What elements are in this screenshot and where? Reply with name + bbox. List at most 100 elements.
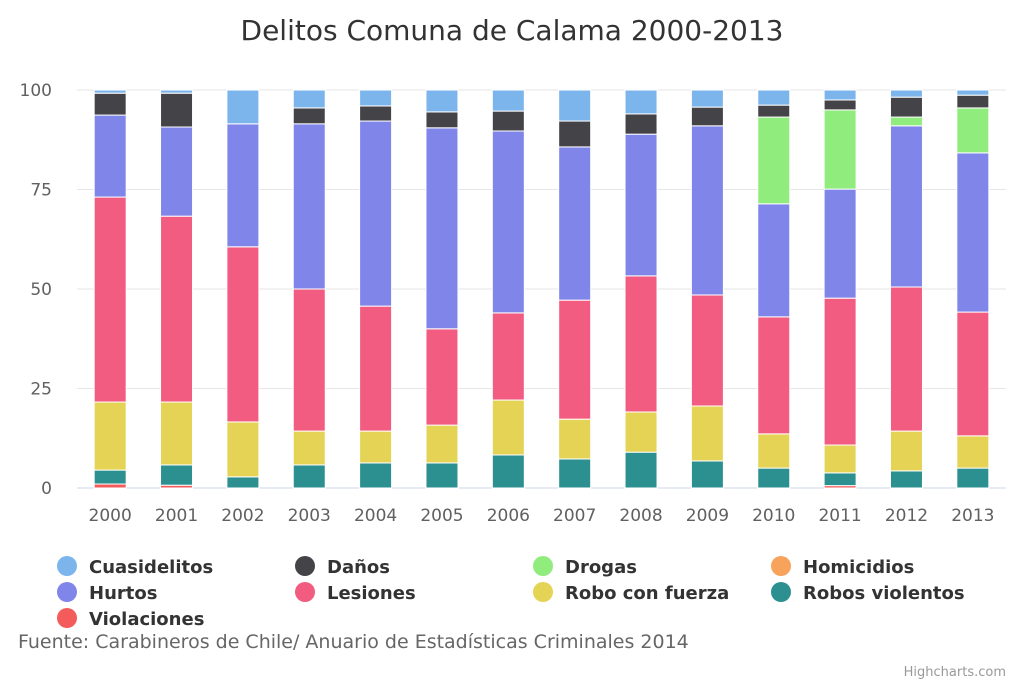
bar-segment-cuasidelitos[interactable] bbox=[491, 89, 525, 112]
bar-segment-lesiones[interactable] bbox=[823, 297, 857, 446]
bar-segment-lesiones[interactable] bbox=[425, 328, 459, 426]
bar-segment-lesiones[interactable] bbox=[757, 316, 791, 435]
bar-segment-lesiones[interactable] bbox=[292, 288, 326, 432]
bar-segment-robos-violentos[interactable] bbox=[359, 462, 393, 489]
bar-segment-hurtos[interactable] bbox=[425, 127, 459, 330]
bar-segment-cuasidelitos[interactable] bbox=[226, 89, 260, 125]
bar-segment-drogas[interactable] bbox=[823, 109, 857, 190]
legend-item[interactable]: Cuasidelitos bbox=[57, 556, 213, 578]
bar-segment-lesiones[interactable] bbox=[359, 305, 393, 432]
bar-segment-daños[interactable] bbox=[425, 111, 459, 129]
bar-segment-lesiones[interactable] bbox=[889, 286, 923, 432]
bar-segment-lesiones[interactable] bbox=[491, 312, 525, 401]
bar-segment-hurtos[interactable] bbox=[558, 146, 592, 301]
bar-segment-lesiones[interactable] bbox=[956, 311, 990, 437]
bar-segment-robo-con-fuerza[interactable] bbox=[757, 433, 791, 469]
bar-segment-robos-violentos[interactable] bbox=[889, 470, 923, 489]
bar-segment-robos-violentos[interactable] bbox=[491, 454, 525, 489]
bar-segment-robo-con-fuerza[interactable] bbox=[292, 430, 326, 466]
bar-segment-cuasidelitos[interactable] bbox=[160, 89, 194, 94]
bar-segment-robo-con-fuerza[interactable] bbox=[956, 435, 990, 469]
bar-segment-lesiones[interactable] bbox=[624, 275, 658, 413]
legend-item[interactable]: Daños bbox=[295, 556, 390, 578]
bar-segment-daños[interactable] bbox=[624, 113, 658, 135]
bar-segment-robos-violentos[interactable] bbox=[226, 476, 260, 489]
bar-segment-cuasidelitos[interactable] bbox=[889, 89, 923, 98]
bar-segment-daños[interactable] bbox=[93, 92, 127, 116]
credits-link[interactable]: Highcharts.com bbox=[904, 665, 1006, 680]
bar-segment-robos-violentos[interactable] bbox=[93, 469, 127, 485]
bar-segment-hurtos[interactable] bbox=[690, 125, 724, 296]
bar-segment-cuasidelitos[interactable] bbox=[425, 89, 459, 113]
bar-segment-robos-violentos[interactable] bbox=[292, 464, 326, 489]
bar-segment-daños[interactable] bbox=[160, 92, 194, 128]
bar-segment-robo-con-fuerza[interactable] bbox=[624, 411, 658, 453]
bar-segment-robo-con-fuerza[interactable] bbox=[160, 401, 194, 466]
bar-segment-robo-con-fuerza[interactable] bbox=[690, 405, 724, 462]
bar-segment-robo-con-fuerza[interactable] bbox=[425, 424, 459, 464]
bar-segment-cuasidelitos[interactable] bbox=[956, 89, 990, 96]
bar-segment-cuasidelitos[interactable] bbox=[823, 89, 857, 101]
bar-segment-hurtos[interactable] bbox=[292, 123, 326, 290]
bar-segment-lesiones[interactable] bbox=[226, 246, 260, 423]
bar-segment-daños[interactable] bbox=[292, 107, 326, 125]
bar-segment-robos-violentos[interactable] bbox=[624, 451, 658, 489]
bar-segment-lesiones[interactable] bbox=[160, 215, 194, 403]
bar-segment-robo-con-fuerza[interactable] bbox=[823, 444, 857, 474]
bar-segment-lesiones[interactable] bbox=[93, 196, 127, 403]
bar-segment-daños[interactable] bbox=[889, 96, 923, 118]
bar-segment-robo-con-fuerza[interactable] bbox=[93, 401, 127, 471]
bar-segment-hurtos[interactable] bbox=[956, 152, 990, 313]
bar-segment-hurtos[interactable] bbox=[160, 126, 194, 217]
legend-item[interactable]: Robos violentos bbox=[771, 582, 965, 604]
bar-segment-hurtos[interactable] bbox=[93, 114, 127, 198]
legend-item[interactable]: Robo con fuerza bbox=[533, 582, 729, 604]
bar-segment-daños[interactable] bbox=[558, 120, 592, 148]
bar-segment-cuasidelitos[interactable] bbox=[359, 89, 393, 107]
bar-segment-hurtos[interactable] bbox=[889, 125, 923, 288]
bar-segment-robos-violentos[interactable] bbox=[558, 458, 592, 489]
bar-segment-robos-violentos[interactable] bbox=[956, 467, 990, 489]
bar-segment-robo-con-fuerza[interactable] bbox=[226, 421, 260, 478]
bar-segment-hurtos[interactable] bbox=[624, 133, 658, 277]
bar-segment-hurtos[interactable] bbox=[757, 203, 791, 318]
bar-segment-drogas[interactable] bbox=[757, 116, 791, 205]
legend-item[interactable]: Homicidios bbox=[771, 556, 914, 578]
legend-item[interactable]: Lesiones bbox=[295, 582, 416, 604]
bar-segment-drogas[interactable] bbox=[956, 107, 990, 154]
legend-item[interactable]: Violaciones bbox=[57, 608, 204, 630]
bar-segment-hurtos[interactable] bbox=[491, 130, 525, 314]
bar-segment-robo-con-fuerza[interactable] bbox=[558, 418, 592, 460]
y-tick-label: 0 bbox=[41, 479, 52, 499]
bar-segment-daños[interactable] bbox=[491, 110, 525, 132]
bar-segment-cuasidelitos[interactable] bbox=[93, 89, 127, 94]
legend-item[interactable]: Hurtos bbox=[57, 582, 157, 604]
bar-segment-drogas[interactable] bbox=[889, 116, 923, 127]
bar-segment-robo-con-fuerza[interactable] bbox=[359, 430, 393, 464]
bar-segment-cuasidelitos[interactable] bbox=[558, 89, 592, 122]
bar-segment-lesiones[interactable] bbox=[690, 294, 724, 407]
bar-segment-hurtos[interactable] bbox=[823, 188, 857, 299]
bar-segment-robos-violentos[interactable] bbox=[425, 462, 459, 489]
bar-segment-daños[interactable] bbox=[956, 94, 990, 109]
bar-segment-daños[interactable] bbox=[757, 104, 791, 118]
bar-segment-robos-violentos[interactable] bbox=[757, 467, 791, 489]
bar-segment-daños[interactable] bbox=[359, 105, 393, 122]
bar-segment-daños[interactable] bbox=[690, 106, 724, 127]
bar-segment-cuasidelitos[interactable] bbox=[690, 89, 724, 108]
bar-segment-robo-con-fuerza[interactable] bbox=[889, 430, 923, 472]
bar-segment-daños[interactable] bbox=[823, 99, 857, 111]
bar-segment-robo-con-fuerza[interactable] bbox=[491, 399, 525, 456]
bar-segment-hurtos[interactable] bbox=[226, 123, 260, 248]
legend-item[interactable]: Drogas bbox=[533, 556, 637, 578]
bar-segment-robos-violentos[interactable] bbox=[160, 464, 194, 486]
bar-segment-cuasidelitos[interactable] bbox=[757, 89, 791, 106]
bar-segment-hurtos[interactable] bbox=[359, 120, 393, 307]
bar-segment-cuasidelitos[interactable] bbox=[624, 89, 658, 115]
bar-segment-violaciones[interactable] bbox=[93, 483, 127, 489]
bar-segment-robos-violentos[interactable] bbox=[690, 460, 724, 489]
bar-segment-robos-violentos[interactable] bbox=[823, 472, 857, 487]
bar-segment-lesiones[interactable] bbox=[558, 299, 592, 420]
bar-segment-cuasidelitos[interactable] bbox=[292, 89, 326, 109]
